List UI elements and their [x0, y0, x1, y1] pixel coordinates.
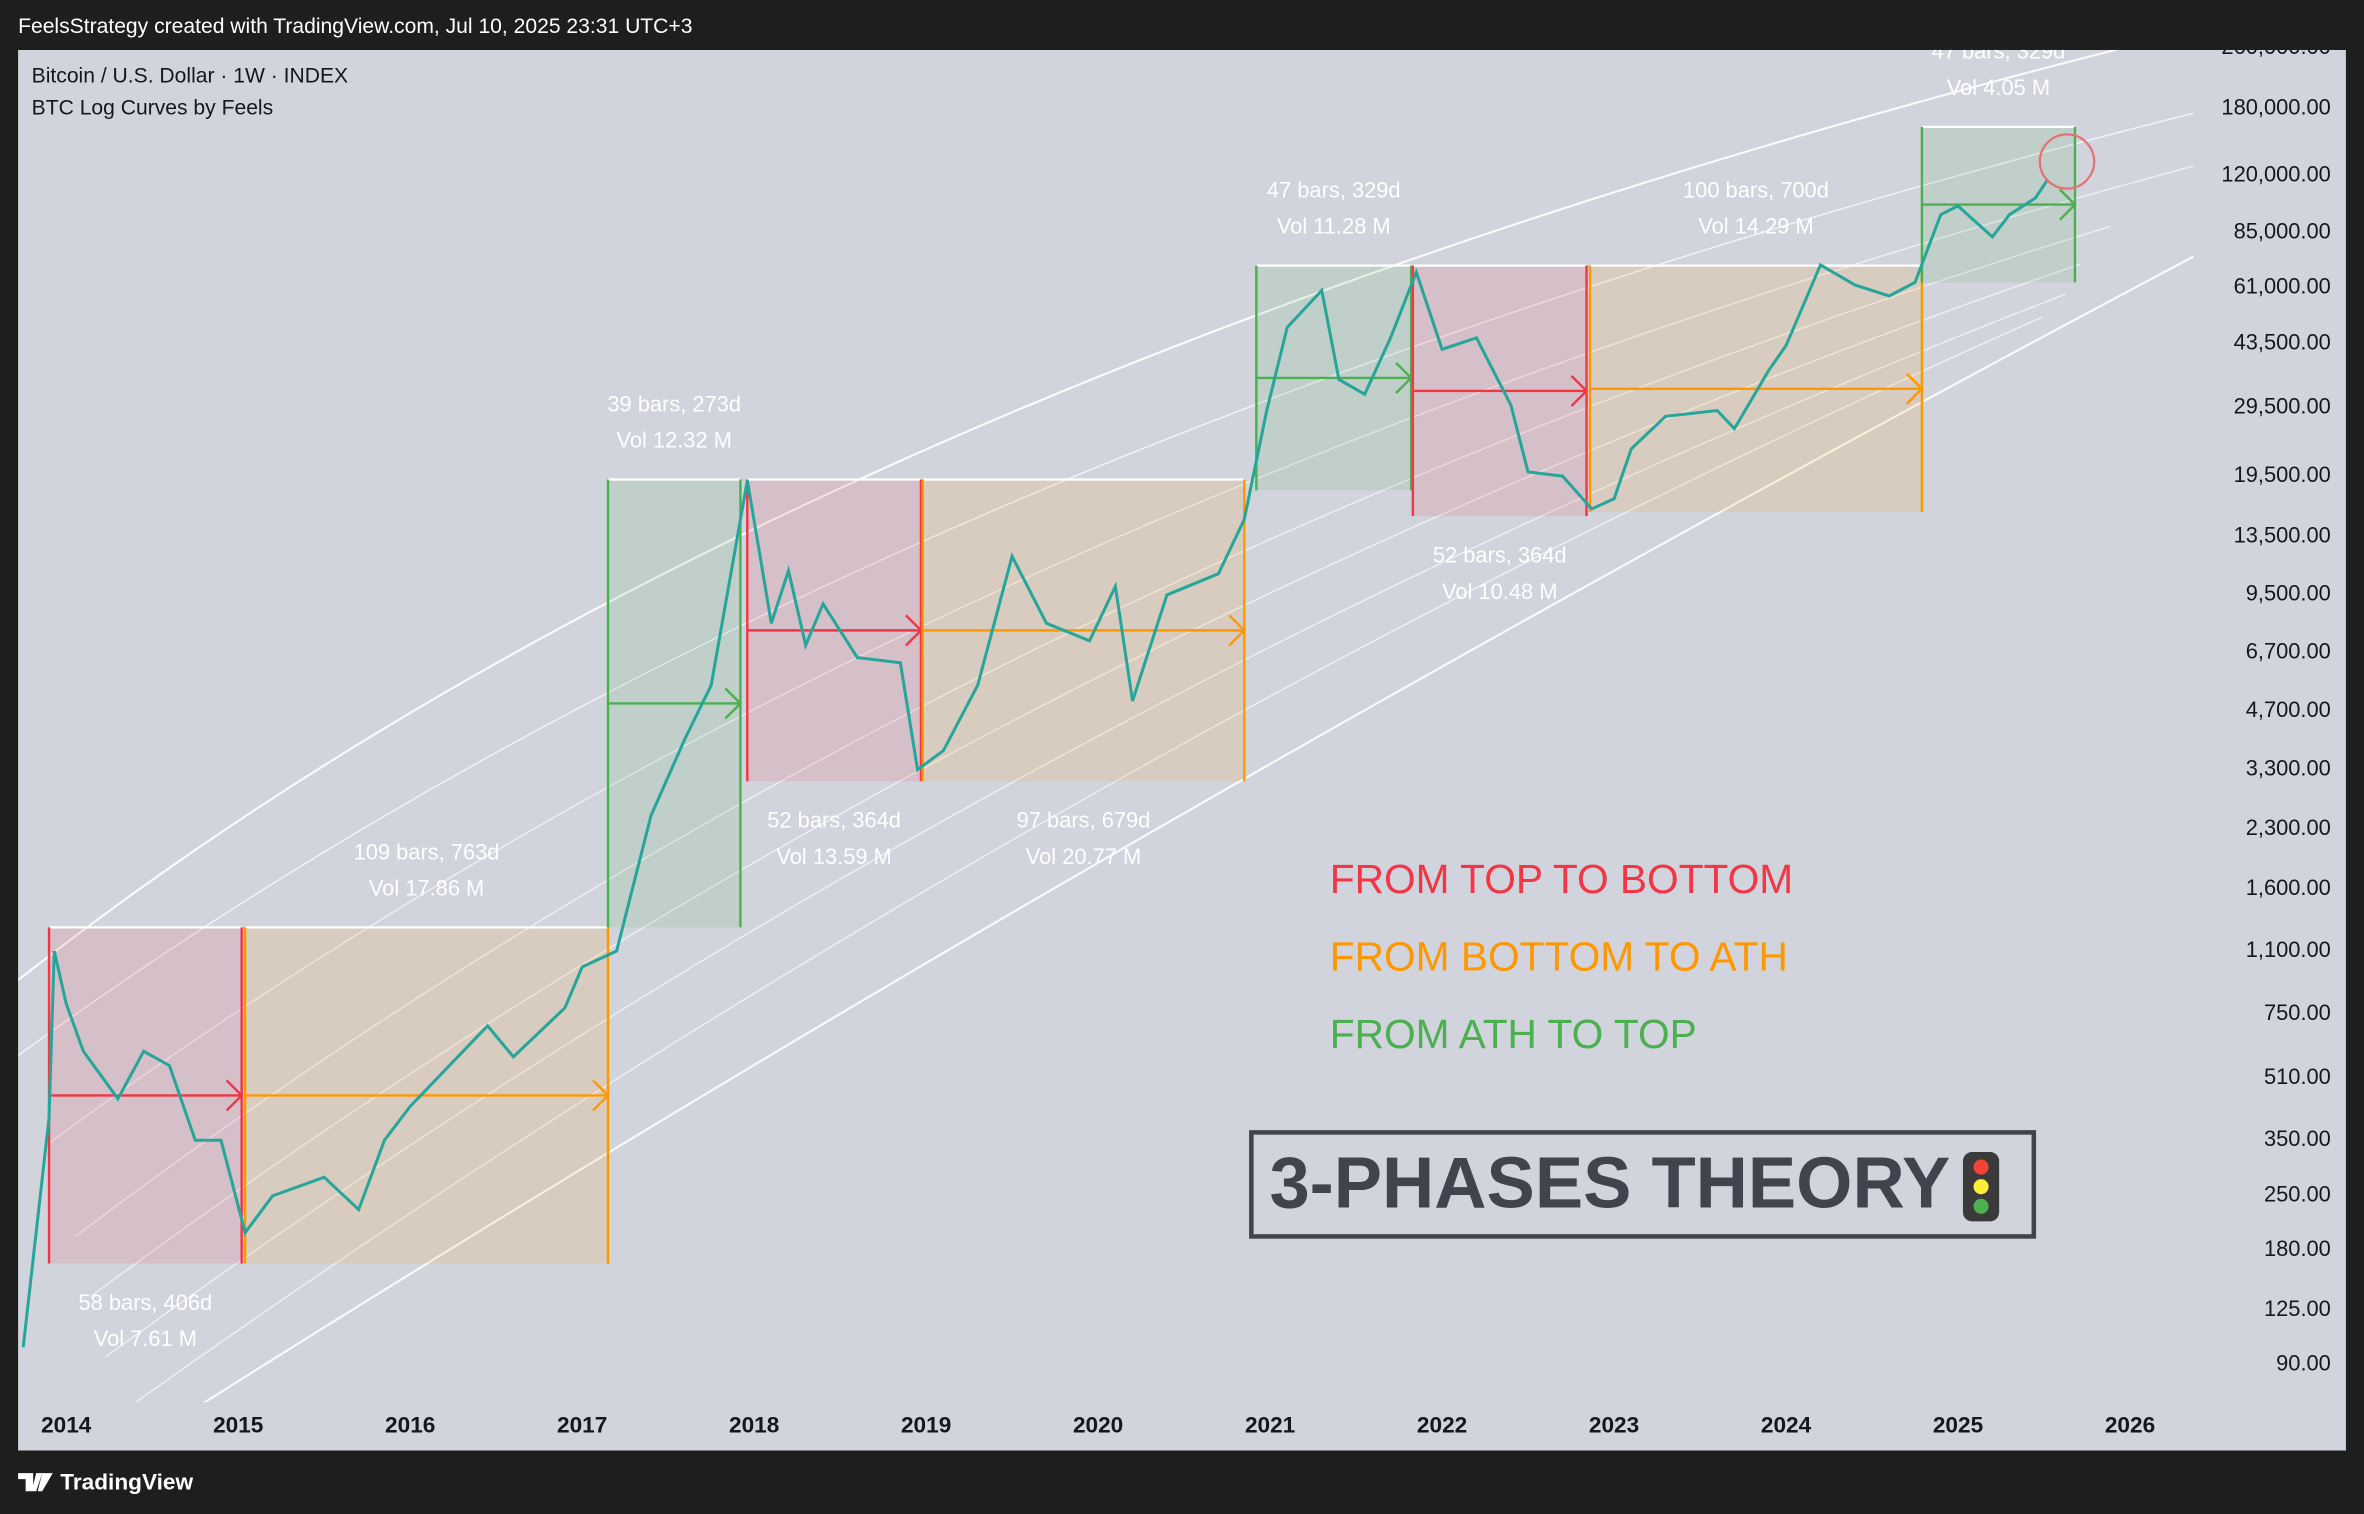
phase-arrow	[607, 687, 743, 720]
x-tick-label: 2016	[385, 1412, 435, 1437]
header-text: FeelsStrategy created with TradingView.c…	[18, 15, 692, 38]
y-tick-label: 120,000.00	[2221, 162, 2330, 187]
phase-arrow	[747, 614, 923, 647]
y-tick-label: 510.00	[2264, 1064, 2331, 1089]
plot: 260,000.00180,000.00120,000.0085,000.006…	[21, 34, 2331, 1437]
tradingview-logo	[18, 1473, 53, 1492]
phase-label: 52 bars, 364d	[767, 808, 901, 833]
phase-legend: FROM TOP TO BOTTOM FROM BOTTOM TO ATH FROM…	[1330, 856, 1793, 1057]
phase-label: 109 bars, 763d	[354, 839, 500, 864]
phase-arrow	[1921, 188, 2077, 221]
phase-label: 58 bars, 406d	[79, 1290, 213, 1315]
x-tick-label: 2019	[901, 1412, 951, 1437]
x-tick-label: 2017	[557, 1412, 607, 1437]
phase-label: 97 bars, 679d	[1017, 808, 1151, 833]
y-tick-label: 180.00	[2264, 1236, 2331, 1261]
log-curve	[105, 293, 2066, 1358]
x-tick-label: 2020	[1073, 1412, 1123, 1437]
footer-text: TradingView	[60, 1470, 193, 1495]
y-tick-label: 9,500.00	[2246, 581, 2331, 606]
x-tick-label: 2021	[1245, 1412, 1295, 1437]
y-tick-label: 13,500.00	[2234, 523, 2331, 548]
banner-box	[1249, 1130, 2037, 1239]
phase-volume: Vol 4.05 M	[1947, 75, 2050, 100]
log-curve	[18, 49, 2120, 981]
log-curve	[74, 225, 2111, 1238]
y-tick-label: 2,300.00	[2246, 815, 2331, 840]
y-tick-label: 180,000.00	[2221, 95, 2330, 120]
phase-arrow	[245, 1079, 610, 1112]
phase-volume: Vol 14.29 M	[1698, 214, 1813, 239]
y-tick-label: 29,500.00	[2234, 393, 2331, 418]
phase-volume: Vol 20.77 M	[1026, 844, 1141, 869]
traffic-light-icon	[1962, 1152, 2000, 1222]
y-tick-label: 4,700.00	[2246, 697, 2331, 722]
phase-volume: Vol 7.61 M	[94, 1326, 197, 1351]
phase-arrow	[1589, 372, 1924, 405]
phases	[21, 125, 2077, 1348]
x-tick-label: 2022	[1417, 1412, 1467, 1437]
y-tick-label: 90.00	[2276, 1350, 2331, 1375]
y-tick-label: 125.00	[2264, 1296, 2331, 1321]
header-bar	[0, 0, 2364, 50]
phase-volume: Vol 11.28 M	[1277, 214, 1391, 239]
y-tick-label: 750.00	[2264, 1000, 2331, 1025]
y-tick-label: 61,000.00	[2234, 273, 2331, 298]
phase-arrow	[1412, 374, 1589, 407]
phase-volume: Vol 12.32 M	[616, 428, 731, 453]
phase-label: 52 bars, 364d	[1433, 543, 1567, 568]
y-tick-label: 85,000.00	[2234, 219, 2331, 244]
log-curves	[18, 49, 2194, 1403]
chart-panel	[18, 49, 2346, 1451]
y-tick-label: 1,100.00	[2246, 937, 2331, 962]
phase-arrow	[1256, 362, 1413, 394]
y-tick-label: 250.00	[2264, 1182, 2331, 1207]
phase-volume: Vol 13.59 M	[776, 844, 891, 869]
highlight-circle	[2038, 133, 2096, 190]
x-tick-label: 2025	[1933, 1412, 1983, 1437]
phase-arrow	[922, 614, 1247, 647]
banner-text: 3-PHASES THEORY	[1269, 1142, 1950, 1223]
x-tick-label: 2018	[729, 1412, 779, 1437]
log-curve	[202, 255, 2194, 1403]
y-tick-label: 1,600.00	[2246, 875, 2331, 900]
phase-label: 39 bars, 273d	[607, 391, 741, 416]
log-curve	[44, 165, 2194, 1147]
x-tick-label: 2023	[1589, 1412, 1639, 1437]
phase-label: 47 bars, 329d	[1267, 178, 1401, 203]
y-tick-label: 350.00	[2264, 1126, 2331, 1151]
phase-label: 100 bars, 700d	[1683, 178, 1829, 203]
indicator-label: BTC Log Curves by Feels	[32, 96, 273, 119]
phase-volume: Vol 17.86 M	[369, 875, 484, 900]
y-tick-label: 19,500.00	[2234, 462, 2331, 487]
legend-entry: FROM BOTTOM TO ATH	[1330, 934, 1788, 980]
y-tick-label: 6,700.00	[2246, 638, 2331, 663]
symbol-label: Bitcoin / U.S. Dollar · 1W · INDEX	[32, 65, 348, 88]
x-tick-label: 2024	[1761, 1412, 1812, 1437]
log-curve	[135, 316, 2044, 1403]
phase-arrow	[49, 1079, 244, 1112]
x-tick-label: 2026	[2105, 1412, 2155, 1437]
price-line	[21, 179, 2049, 1348]
legend-entry: FROM ATH TO TOP	[1330, 1011, 1697, 1057]
phase-volume: Vol 10.48 M	[1442, 579, 1557, 604]
x-tick-label: 2014	[41, 1412, 92, 1437]
legend-entry: FROM TOP TO BOTTOM	[1330, 856, 1793, 902]
y-tick-label: 3,300.00	[2246, 755, 2331, 780]
y-tick-label: 43,500.00	[2234, 329, 2331, 354]
x-tick-label: 2015	[213, 1412, 263, 1437]
log-curve	[18, 112, 2194, 1057]
